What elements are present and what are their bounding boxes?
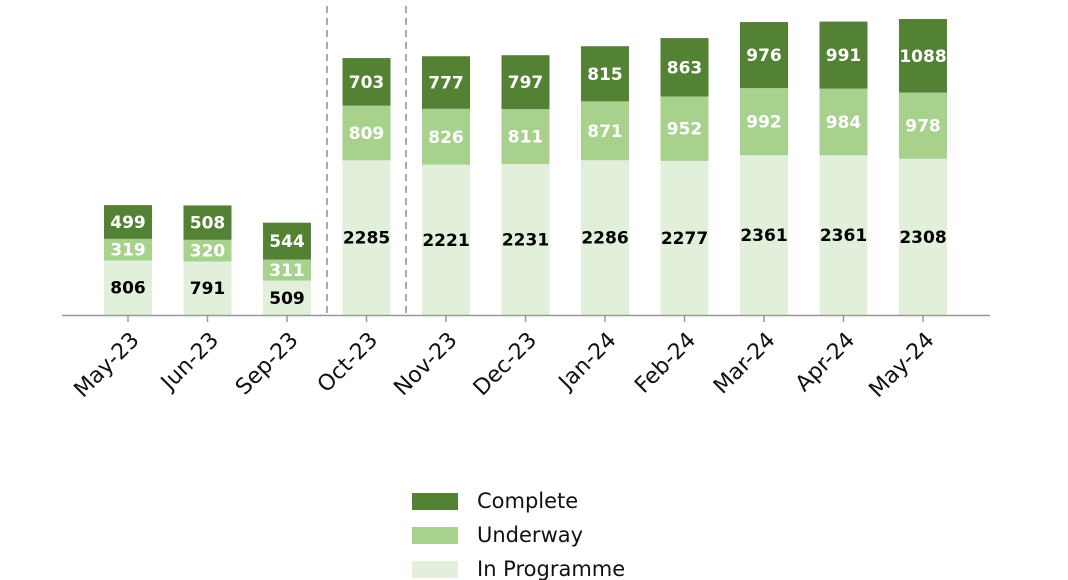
bar-segment	[581, 46, 629, 102]
data-label: 1088	[899, 47, 946, 67]
x-tick-label: May-24	[865, 328, 940, 403]
bar-segment	[422, 164, 470, 315]
legend-label: Underway	[477, 523, 583, 547]
bar-segment	[342, 105, 391, 161]
data-label: 2286	[581, 229, 628, 249]
data-label: 544	[269, 232, 305, 252]
bar-segment	[740, 155, 788, 315]
bar-segment	[740, 22, 788, 89]
legend-label: In Programme	[477, 557, 625, 580]
bar-segment	[104, 260, 152, 315]
bar-segment	[899, 158, 947, 315]
bar-segment	[501, 109, 550, 165]
data-label: 320	[190, 242, 226, 262]
data-label: 499	[110, 213, 146, 233]
bar-segment	[263, 222, 311, 260]
bar-segment	[501, 55, 550, 110]
x-tick-label: Oct-23	[313, 328, 383, 398]
bar-segment	[104, 238, 152, 261]
bar-segment	[660, 96, 709, 161]
data-label: 991	[826, 46, 862, 66]
data-label: 311	[269, 261, 305, 281]
data-label: 319	[110, 241, 146, 261]
x-tick-label: Dec-23	[469, 328, 542, 401]
data-label: 871	[587, 122, 623, 142]
data-label: 2221	[422, 231, 469, 251]
data-label: 806	[110, 279, 146, 299]
data-label: 952	[667, 120, 703, 140]
bar-segment	[899, 19, 947, 93]
legend-swatch	[412, 493, 458, 510]
data-label: 509	[269, 289, 305, 309]
x-tick-label: Sep-23	[231, 328, 303, 400]
data-label: 2277	[661, 229, 708, 249]
data-label: 2361	[820, 226, 867, 246]
x-tick-label: May-23	[70, 328, 145, 403]
bar-segment	[104, 205, 152, 239]
legend: In Programme Underway Complete	[412, 489, 625, 580]
data-label: 826	[428, 128, 464, 148]
bar-segment	[819, 155, 868, 315]
data-label: 984	[826, 113, 862, 133]
data-label: 777	[428, 74, 464, 94]
data-label: 2308	[899, 228, 946, 248]
data-label: 976	[746, 46, 782, 66]
bar-segment	[660, 160, 709, 315]
legend-swatch	[412, 527, 458, 544]
bar-segment	[581, 101, 629, 161]
data-label: 797	[508, 73, 544, 93]
bar-segment	[819, 88, 868, 156]
data-label: 811	[508, 128, 544, 148]
data-label: 703	[349, 73, 385, 93]
bar-segment	[581, 160, 629, 315]
data-label: 508	[190, 214, 226, 234]
data-label: 791	[190, 279, 226, 299]
data-label: 992	[746, 113, 782, 133]
legend-label: Complete	[477, 489, 578, 513]
data-label: 809	[349, 124, 385, 144]
x-tick-label: Jan-24	[553, 328, 621, 396]
x-tick-label: Nov-23	[389, 328, 462, 401]
bar-segment	[183, 261, 232, 315]
x-tick-label: Jun-23	[155, 328, 224, 397]
bar-segment	[422, 56, 470, 109]
bars: 806 319 499 791 320 508 509 311 544 2285 809 703 222…	[104, 19, 947, 315]
bar-segment	[263, 280, 311, 315]
data-label: 815	[587, 65, 623, 85]
bar-segment	[740, 88, 788, 156]
bar-segment	[263, 259, 311, 281]
bar-segment	[501, 164, 550, 315]
bar-segment	[342, 58, 391, 106]
legend-swatch	[412, 561, 458, 578]
data-label: 978	[905, 117, 941, 137]
data-label: 2231	[502, 231, 549, 251]
bar-segment	[183, 205, 232, 240]
bar-segment	[819, 21, 868, 89]
bar-segment	[422, 108, 470, 165]
data-label: 2361	[740, 226, 787, 246]
x-tick-label: Apr-24	[791, 328, 860, 397]
data-label: 2285	[343, 229, 390, 249]
bar-segment	[342, 160, 391, 315]
bar-segment	[660, 38, 709, 97]
x-tick-label: Feb-24	[630, 328, 701, 399]
bar-segment	[899, 92, 947, 159]
x-tick-label: Mar-24	[709, 328, 780, 399]
bar-segment	[183, 239, 232, 262]
data-label: 863	[667, 58, 703, 78]
